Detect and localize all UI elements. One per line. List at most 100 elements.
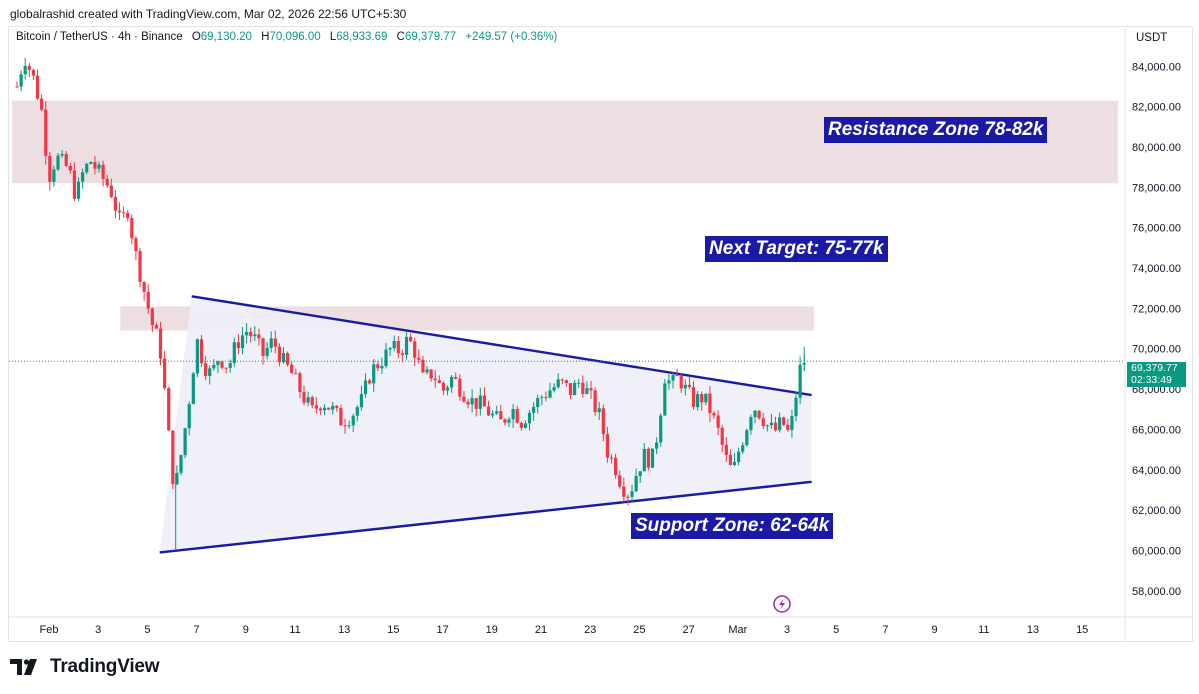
candle-body-24 <box>113 197 118 211</box>
candle-body-43 <box>191 373 195 405</box>
candles-layer <box>15 57 806 551</box>
candle-body-59 <box>257 334 261 339</box>
candle-body-170 <box>712 413 716 416</box>
candle-body-126 <box>532 406 536 413</box>
close-value: 69,379.77 <box>404 31 457 43</box>
candle-body-89 <box>380 366 384 369</box>
candle-body-121 <box>511 408 515 420</box>
candle-body-16 <box>81 172 85 182</box>
trendline-upper <box>191 295 812 397</box>
candle-body-154 <box>646 448 651 468</box>
candle-body-166 <box>696 394 700 408</box>
candle-body-1 <box>19 74 23 87</box>
candle-body-141 <box>593 390 597 413</box>
candle-body-102 <box>433 378 437 381</box>
x-tick-label-3: 7 <box>194 624 200 636</box>
candle-body-53 <box>232 342 236 364</box>
candle-body-38 <box>171 430 175 485</box>
x-tick-label-8: 17 <box>436 624 448 636</box>
candle-body-79 <box>339 408 343 426</box>
symbol-label[interactable]: Bitcoin / TetherUS · 4h · Binance <box>16 31 183 43</box>
y-tick-label-12: 60,000.00 <box>1132 545 1181 557</box>
candle-body-165 <box>691 387 696 408</box>
candle-body-155 <box>650 448 655 468</box>
candle-body-23 <box>109 185 113 198</box>
candle-body-25 <box>117 210 122 213</box>
support-annotation[interactable]: Support Zone: 62-64k <box>631 513 834 539</box>
candle-body-176 <box>737 451 741 462</box>
candle-body-42 <box>187 404 191 429</box>
candle-body-47 <box>208 368 212 377</box>
candle-body-99 <box>421 359 425 373</box>
candle-body-157 <box>659 415 663 443</box>
candle-body-103 <box>437 380 441 383</box>
candle-body-113 <box>478 395 482 409</box>
candle-body-75 <box>322 407 327 411</box>
candle-body-48 <box>212 364 216 369</box>
candle-body-82 <box>351 415 355 426</box>
candle-body-156 <box>655 442 659 449</box>
x-tick-label-21: 15 <box>1076 624 1088 636</box>
y-tick-label-11: 62,000.00 <box>1132 505 1181 517</box>
high-label: H <box>261 31 270 43</box>
x-tick-label-17: 7 <box>882 624 888 636</box>
candle-body-62 <box>269 338 273 348</box>
top-credit-bar: globalrashid created with TradingView.co… <box>0 0 1199 26</box>
candle-body-61 <box>265 347 269 356</box>
candle-body-112 <box>474 398 478 409</box>
candle-body-152 <box>638 471 642 477</box>
candle-body-149 <box>626 496 630 498</box>
candle-body-37 <box>167 388 171 431</box>
candle-body-106 <box>450 376 454 388</box>
candle-body-22 <box>105 178 109 186</box>
y-tick-label-13: 58,000.00 <box>1132 586 1181 598</box>
candle-body-77 <box>331 405 335 410</box>
candle-body-142 <box>597 408 601 413</box>
target-annotation[interactable]: Next Target: 75-77k <box>705 236 888 262</box>
y-tick-label-10: 64,000.00 <box>1132 465 1181 477</box>
candle-body-101 <box>429 369 433 379</box>
candle-body-13 <box>68 165 72 171</box>
candle-body-95 <box>404 336 409 355</box>
candle-body-123 <box>519 422 523 428</box>
candle-body-40 <box>179 455 183 473</box>
candle-body-184 <box>769 422 774 426</box>
close-label: C <box>396 31 405 43</box>
candle-body-172 <box>720 427 724 445</box>
y-tick-label-7: 70,000.00 <box>1132 344 1181 356</box>
y-tick-label-8: 68,000.00 <box>1132 384 1181 396</box>
candle-body-3 <box>27 65 31 70</box>
candle-body-29 <box>134 238 138 252</box>
candle-body-171 <box>716 415 720 428</box>
candle-body-180 <box>753 410 757 418</box>
candle-body-66 <box>286 353 290 365</box>
candle-body-161 <box>675 375 679 377</box>
low-value: 68,933.69 <box>336 31 388 43</box>
candle-body-143 <box>601 408 605 435</box>
candle-body-183 <box>765 425 769 427</box>
candle-body-178 <box>745 430 749 446</box>
ohlc-legend: Bitcoin / TetherUS · 4h · Binance O69,13… <box>16 31 557 43</box>
x-tick-label-20: 13 <box>1027 624 1039 636</box>
candle-body-187 <box>782 417 786 425</box>
countdown-value: 02:33:49 <box>1131 374 1172 386</box>
x-tick-label-9: 19 <box>486 624 498 636</box>
candle-body-173 <box>724 444 728 455</box>
x-tick-label-6: 13 <box>338 624 350 636</box>
candle-body-139 <box>585 388 589 394</box>
candle-body-134 <box>564 380 569 384</box>
candle-body-188 <box>786 424 790 430</box>
candle-body-118 <box>499 411 503 420</box>
x-tick-label-7: 15 <box>387 624 399 636</box>
candle-body-49 <box>216 361 220 365</box>
candle-body-114 <box>482 395 487 407</box>
candle-body-73 <box>314 405 318 409</box>
currency-label[interactable]: USDT <box>1136 32 1168 44</box>
candle-body-18 <box>89 162 93 164</box>
change-value: +249.57 (+0.36%) <box>465 31 558 43</box>
candle-body-9 <box>52 169 56 182</box>
resistance-annotation[interactable]: Resistance Zone 78-82k <box>824 117 1048 143</box>
candle-body-127 <box>536 398 540 407</box>
candle-body-98 <box>417 357 421 360</box>
